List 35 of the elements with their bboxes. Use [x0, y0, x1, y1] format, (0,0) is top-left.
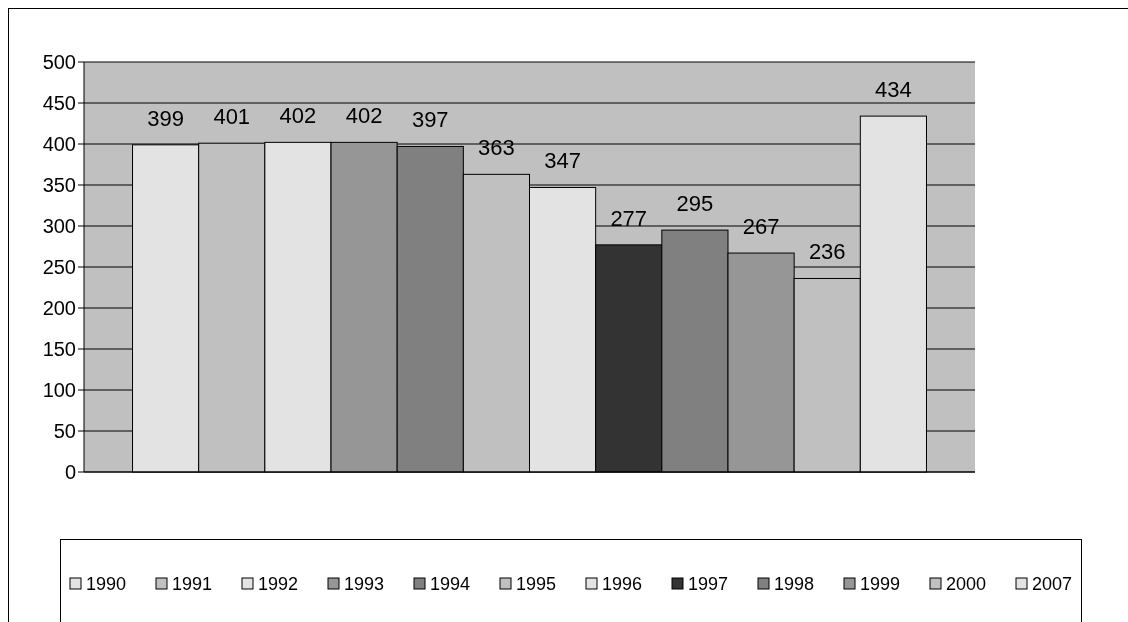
- legend-label: 1996: [602, 574, 643, 595]
- y-tick-label: 500: [42, 51, 76, 73]
- data-label: 397: [411, 107, 449, 133]
- legend-label: 1994: [430, 574, 471, 595]
- y-tick-label: 250: [42, 256, 76, 278]
- data-label: 399: [147, 105, 184, 131]
- y-tick-label: 50: [53, 420, 76, 442]
- data-label: 401: [213, 104, 251, 130]
- y-tick-label: 100: [42, 379, 76, 401]
- legend-label: 2000: [946, 574, 987, 595]
- data-label: 277: [610, 205, 648, 231]
- y-tick-label: 150: [42, 338, 76, 360]
- data-label: 295: [676, 191, 714, 217]
- y-tick-label: 400: [42, 133, 76, 155]
- data-label: 347: [544, 148, 581, 174]
- y-tick-label: 450: [42, 92, 76, 114]
- legend-label: 1991: [172, 574, 213, 595]
- legend-label: 1997: [688, 574, 729, 595]
- legend-label: 1992: [258, 574, 299, 595]
- legend-label: 1993: [344, 574, 385, 595]
- data-label: 434: [875, 77, 912, 103]
- y-tick-label: 200: [42, 297, 76, 319]
- legend-label: 1990: [86, 574, 127, 595]
- data-label: 267: [742, 214, 780, 240]
- data-label: 402: [345, 103, 383, 129]
- data-label: 363: [478, 135, 515, 161]
- data-label: 236: [808, 239, 846, 265]
- legend-label: 2007: [1032, 574, 1073, 595]
- data-label: 402: [279, 103, 317, 129]
- legend-label: 1995: [516, 574, 557, 595]
- y-tick-label: 350: [42, 174, 76, 196]
- legend-label: 1998: [774, 574, 815, 595]
- legend-label: 1999: [860, 574, 901, 595]
- y-tick-label: 300: [42, 215, 76, 237]
- y-tick-label: 0: [64, 461, 76, 483]
